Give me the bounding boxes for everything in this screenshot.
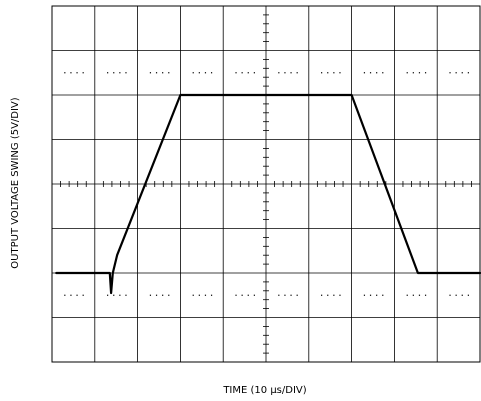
reference-dot: [290, 294, 292, 296]
reference-dot: [119, 294, 121, 296]
reference-dot: [82, 72, 84, 74]
reference-dot: [204, 72, 207, 74]
reference-dot: [339, 294, 341, 296]
reference-dot: [155, 72, 158, 74]
reference-dot: [76, 72, 78, 74]
reference-dot: [461, 294, 463, 296]
reference-dot: [192, 294, 194, 296]
reference-dot: [424, 72, 427, 74]
reference-dot: [107, 294, 109, 296]
reference-dot: [113, 72, 115, 74]
reference-dot: [204, 294, 207, 296]
reference-dot: [321, 294, 323, 296]
reference-dot: [333, 72, 335, 74]
reference-dot: [82, 294, 84, 296]
reference-dot: [192, 72, 194, 74]
reference-dot: [290, 72, 292, 74]
reference-dot: [70, 72, 72, 74]
reference-dot: [149, 72, 152, 74]
reference-dot: [296, 72, 298, 74]
reference-dot: [168, 72, 170, 74]
reference-dot: [76, 294, 78, 296]
reference-dot: [363, 72, 366, 74]
reference-dot: [149, 294, 152, 296]
reference-dot: [119, 72, 121, 74]
reference-dot: [241, 294, 243, 296]
reference-dot: [64, 294, 66, 296]
reference-dot: [376, 72, 378, 74]
reference-dot: [461, 72, 463, 74]
reference-dot: [418, 72, 421, 74]
reference-dot: [198, 72, 200, 74]
reference-dot: [449, 294, 451, 296]
reference-dot: [467, 294, 469, 296]
reference-dot: [162, 294, 164, 296]
reference-dot: [296, 294, 298, 296]
reference-dot: [198, 294, 200, 296]
reference-dot: [369, 72, 372, 74]
reference-dot: [70, 294, 72, 296]
reference-dot: [64, 72, 66, 74]
reference-dot: [278, 294, 280, 296]
reference-dot: [284, 72, 286, 74]
reference-dot: [253, 72, 255, 74]
reference-dot: [168, 294, 170, 296]
reference-dot: [382, 294, 384, 296]
reference-dot: [107, 72, 109, 74]
y-axis-label: OUTPUT VOLTAGE SWING (5V/DIV): [10, 97, 21, 268]
reference-dot: [284, 294, 286, 296]
reference-dot: [449, 72, 451, 74]
reference-dot: [363, 294, 366, 296]
reference-dot: [235, 294, 237, 296]
reference-dot: [210, 294, 213, 296]
reference-dot: [327, 72, 329, 74]
reference-dot: [412, 72, 414, 74]
reference-dot: [278, 72, 280, 74]
reference-dot: [376, 294, 378, 296]
reference-dot: [327, 294, 329, 296]
trace-line: [55, 93, 481, 295]
reference-dot: [253, 294, 255, 296]
reference-dot: [321, 72, 323, 74]
reference-dot: [412, 294, 414, 296]
reference-dot: [467, 72, 469, 74]
x-axis-label: TIME (10 μs/DIV): [222, 385, 306, 396]
reference-dot: [162, 72, 164, 74]
reference-dot: [125, 294, 127, 296]
reference-dot: [235, 72, 237, 74]
reference-dot: [241, 72, 243, 74]
reference-dot: [247, 72, 249, 74]
reference-dot: [333, 294, 335, 296]
reference-dot: [369, 294, 372, 296]
reference-dot: [125, 72, 127, 74]
reference-dot: [339, 72, 341, 74]
reference-dot: [113, 294, 115, 296]
reference-dot: [155, 294, 158, 296]
reference-dot: [210, 72, 213, 74]
reference-dot: [406, 294, 408, 296]
reference-dot: [424, 294, 427, 296]
reference-dot: [247, 294, 249, 296]
reference-dot: [455, 294, 457, 296]
reference-dot: [455, 72, 457, 74]
trace-layer: [55, 93, 481, 295]
reference-dot: [406, 72, 408, 74]
graticule: [51, 5, 481, 363]
reference-dot: [382, 72, 384, 74]
reference-dot: [418, 294, 421, 296]
